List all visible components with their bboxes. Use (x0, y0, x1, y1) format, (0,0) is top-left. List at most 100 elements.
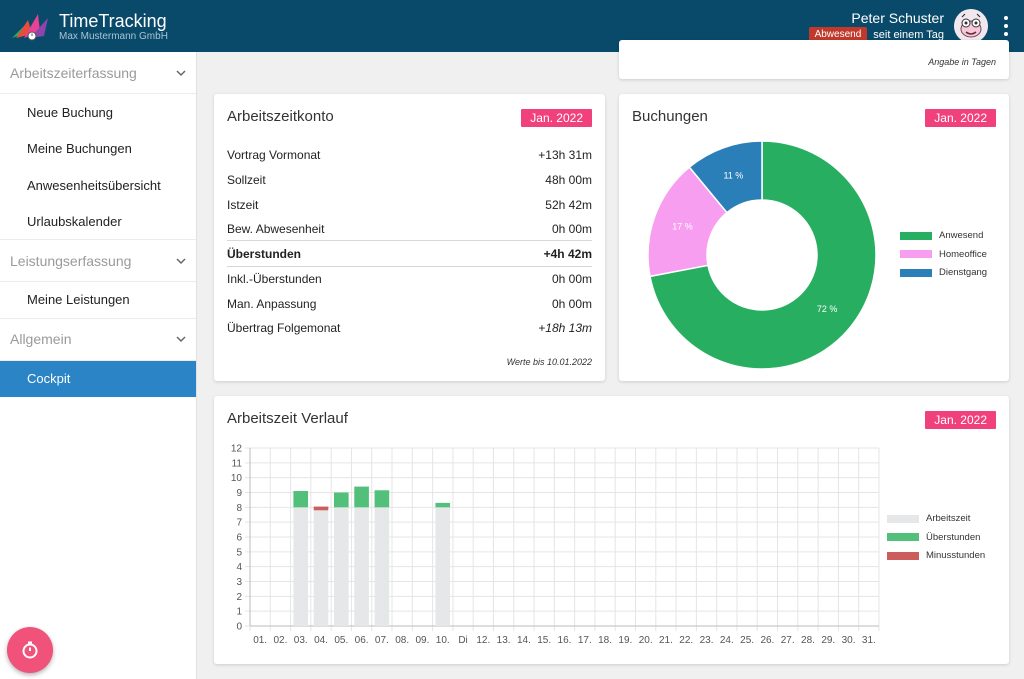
bookings-title: Buchungen (632, 108, 708, 125)
bar-minusstunden-04.[interactable] (313, 506, 329, 511)
avatar-image-icon (954, 9, 988, 43)
sidebar-section-allgemein[interactable]: Allgemein (0, 319, 196, 361)
x-tick-label: 29. (821, 635, 835, 646)
bar-arbeitszeit-04.[interactable] (313, 510, 329, 626)
row-value: +18h 13m (538, 320, 592, 335)
bar-arbeitszeit-10.[interactable] (435, 507, 451, 626)
bookings-donut-chart: 72 % 17 % 11 % (647, 140, 877, 370)
x-tick-label: 18. (598, 635, 612, 646)
x-tick-label: 16. (558, 635, 572, 646)
sidebar-item-anwesenheitsuebersicht[interactable]: Anwesenheitsübersicht (27, 177, 161, 193)
row-label: Sollzeit (227, 172, 266, 187)
x-tick-label: 22. (679, 635, 693, 646)
work-account-title: Arbeitszeitkonto (227, 108, 334, 125)
row-label: Bew. Abwesenheit (227, 221, 325, 236)
account-row: Istzeit 52h 42m (227, 192, 592, 217)
sidebar-item-meine-leistungen[interactable]: Meine Leistungen (0, 282, 196, 319)
row-value: 48h 00m (545, 172, 592, 187)
bar-arbeitszeit-03.[interactable] (293, 507, 309, 626)
y-tick-label: 6 (236, 533, 242, 544)
donut-data-label: 11 % (723, 170, 743, 180)
legend-item-anwesend[interactable]: Anwesend (900, 230, 983, 241)
x-tick-label: 26. (760, 635, 774, 646)
row-label: Vortrag Vormonat (227, 147, 321, 162)
legend-item-überstunden[interactable]: Überstunden (887, 532, 980, 543)
legend-swatch (900, 250, 932, 258)
x-tick-label: 12. (476, 635, 490, 646)
row-label: Überstunden (227, 246, 302, 261)
month-badge[interactable]: Jan. 2022 (925, 411, 996, 429)
sidebar-item-neue-buchung[interactable]: Neue Buchung (27, 104, 114, 120)
x-tick-label: 08. (395, 635, 409, 646)
legend-swatch (887, 533, 919, 541)
y-tick-label: 8 (236, 503, 242, 514)
x-tick-label: 01. (253, 635, 267, 646)
donut-slice-dienstgang[interactable] (688, 140, 763, 214)
row-value: 0h 00m (551, 271, 592, 286)
sidebar-section-label: Arbeitszeiterfassung (10, 64, 137, 81)
legend-item-minusstunden[interactable]: Minusstunden (887, 550, 985, 561)
donut-slice-anwesend[interactable] (649, 140, 877, 370)
stopwatch-icon (22, 641, 38, 659)
bar-überstunden-10.[interactable] (435, 502, 451, 508)
y-tick-label: 10 (231, 473, 243, 484)
user-name[interactable]: Peter Schuster (851, 10, 944, 26)
sidebar-section-leistungserfassung[interactable]: Leistungserfassung (0, 240, 196, 282)
company-name: Max Mustermann GmbH (59, 31, 168, 42)
row-value: 0h 00m (551, 221, 592, 236)
x-tick-label: 17. (578, 635, 592, 646)
top-card-note: Angabe in Tagen (928, 57, 996, 67)
x-tick-label: 24. (720, 635, 734, 646)
sidebar-item-cockpit[interactable]: Cockpit (0, 360, 196, 397)
legend-item-dienstgang[interactable]: Dienstgang (900, 267, 987, 278)
row-label: Übertrag Folgemonat (227, 320, 341, 335)
legend-swatch (887, 551, 919, 560)
history-title: Arbeitszeit Verlauf (227, 410, 348, 427)
account-row: Bew. Abwesenheit 0h 00m (227, 216, 592, 241)
x-tick-label: 23. (700, 635, 714, 646)
month-badge[interactable]: Jan. 2022 (925, 109, 996, 127)
x-tick-label: 10. (436, 635, 450, 646)
x-tick-label: 09. (416, 635, 430, 646)
chevron-down-icon (176, 336, 186, 343)
x-tick-label: 21. (659, 635, 673, 646)
legend-label: Überstunden (926, 531, 981, 543)
row-value: +13h 31m (538, 147, 592, 162)
y-tick-label: 9 (236, 488, 242, 499)
y-tick-label: 12 (231, 444, 243, 455)
x-tick-label: Di (458, 635, 467, 646)
sidebar-item-meine-buchungen[interactable]: Meine Buchungen (27, 141, 132, 157)
bookings-card: Buchungen Jan. 2022 72 % 17 % 11 % Anwesen… (619, 94, 1009, 381)
bar-überstunden-03.[interactable] (293, 491, 309, 508)
bar-arbeitszeit-05.[interactable] (334, 507, 349, 626)
legend-label: Dienstgang (939, 267, 988, 278)
bar-überstunden-05.[interactable] (334, 492, 349, 508)
sidebar-section-arbeitszeiterfassung[interactable]: Arbeitszeiterfassung (0, 52, 196, 94)
x-tick-label: 06. (355, 635, 369, 646)
row-label: Inkl.-Überstunden (227, 271, 322, 286)
app-logo-icon (12, 14, 48, 41)
legend-item-arbeitszeit[interactable]: Arbeitszeit (887, 513, 970, 524)
sidebar: Arbeitszeiterfassung Neue Buchung Meine … (0, 52, 197, 679)
x-tick-label: 31. (862, 635, 876, 646)
sidebar-item-urlaubskalender[interactable]: Urlaubskalender (0, 204, 196, 240)
row-value: 52h 42m (545, 197, 592, 212)
bar-überstunden-07.[interactable] (374, 490, 390, 508)
divider (227, 266, 592, 267)
month-badge[interactable]: Jan. 2022 (521, 109, 592, 127)
stopwatch-fab-button[interactable] (7, 627, 53, 673)
user-status: Abwesend seit einem Tag (808, 27, 944, 42)
x-tick-label: 19. (618, 635, 632, 646)
bar-arbeitszeit-06.[interactable] (354, 507, 369, 626)
avatar[interactable] (954, 9, 988, 43)
more-menu-icon[interactable] (1002, 16, 1010, 36)
account-row: Übertrag Folgemonat +18h 13m (227, 315, 592, 340)
chevron-down-icon (176, 69, 186, 76)
x-tick-label: 27. (781, 635, 795, 646)
legend-item-homeoffice[interactable]: Homeoffice (900, 249, 987, 260)
x-tick-label: 07. (375, 635, 389, 646)
bar-arbeitszeit-07.[interactable] (374, 507, 390, 626)
x-tick-label: 02. (273, 635, 287, 646)
bar-überstunden-06.[interactable] (354, 486, 369, 508)
